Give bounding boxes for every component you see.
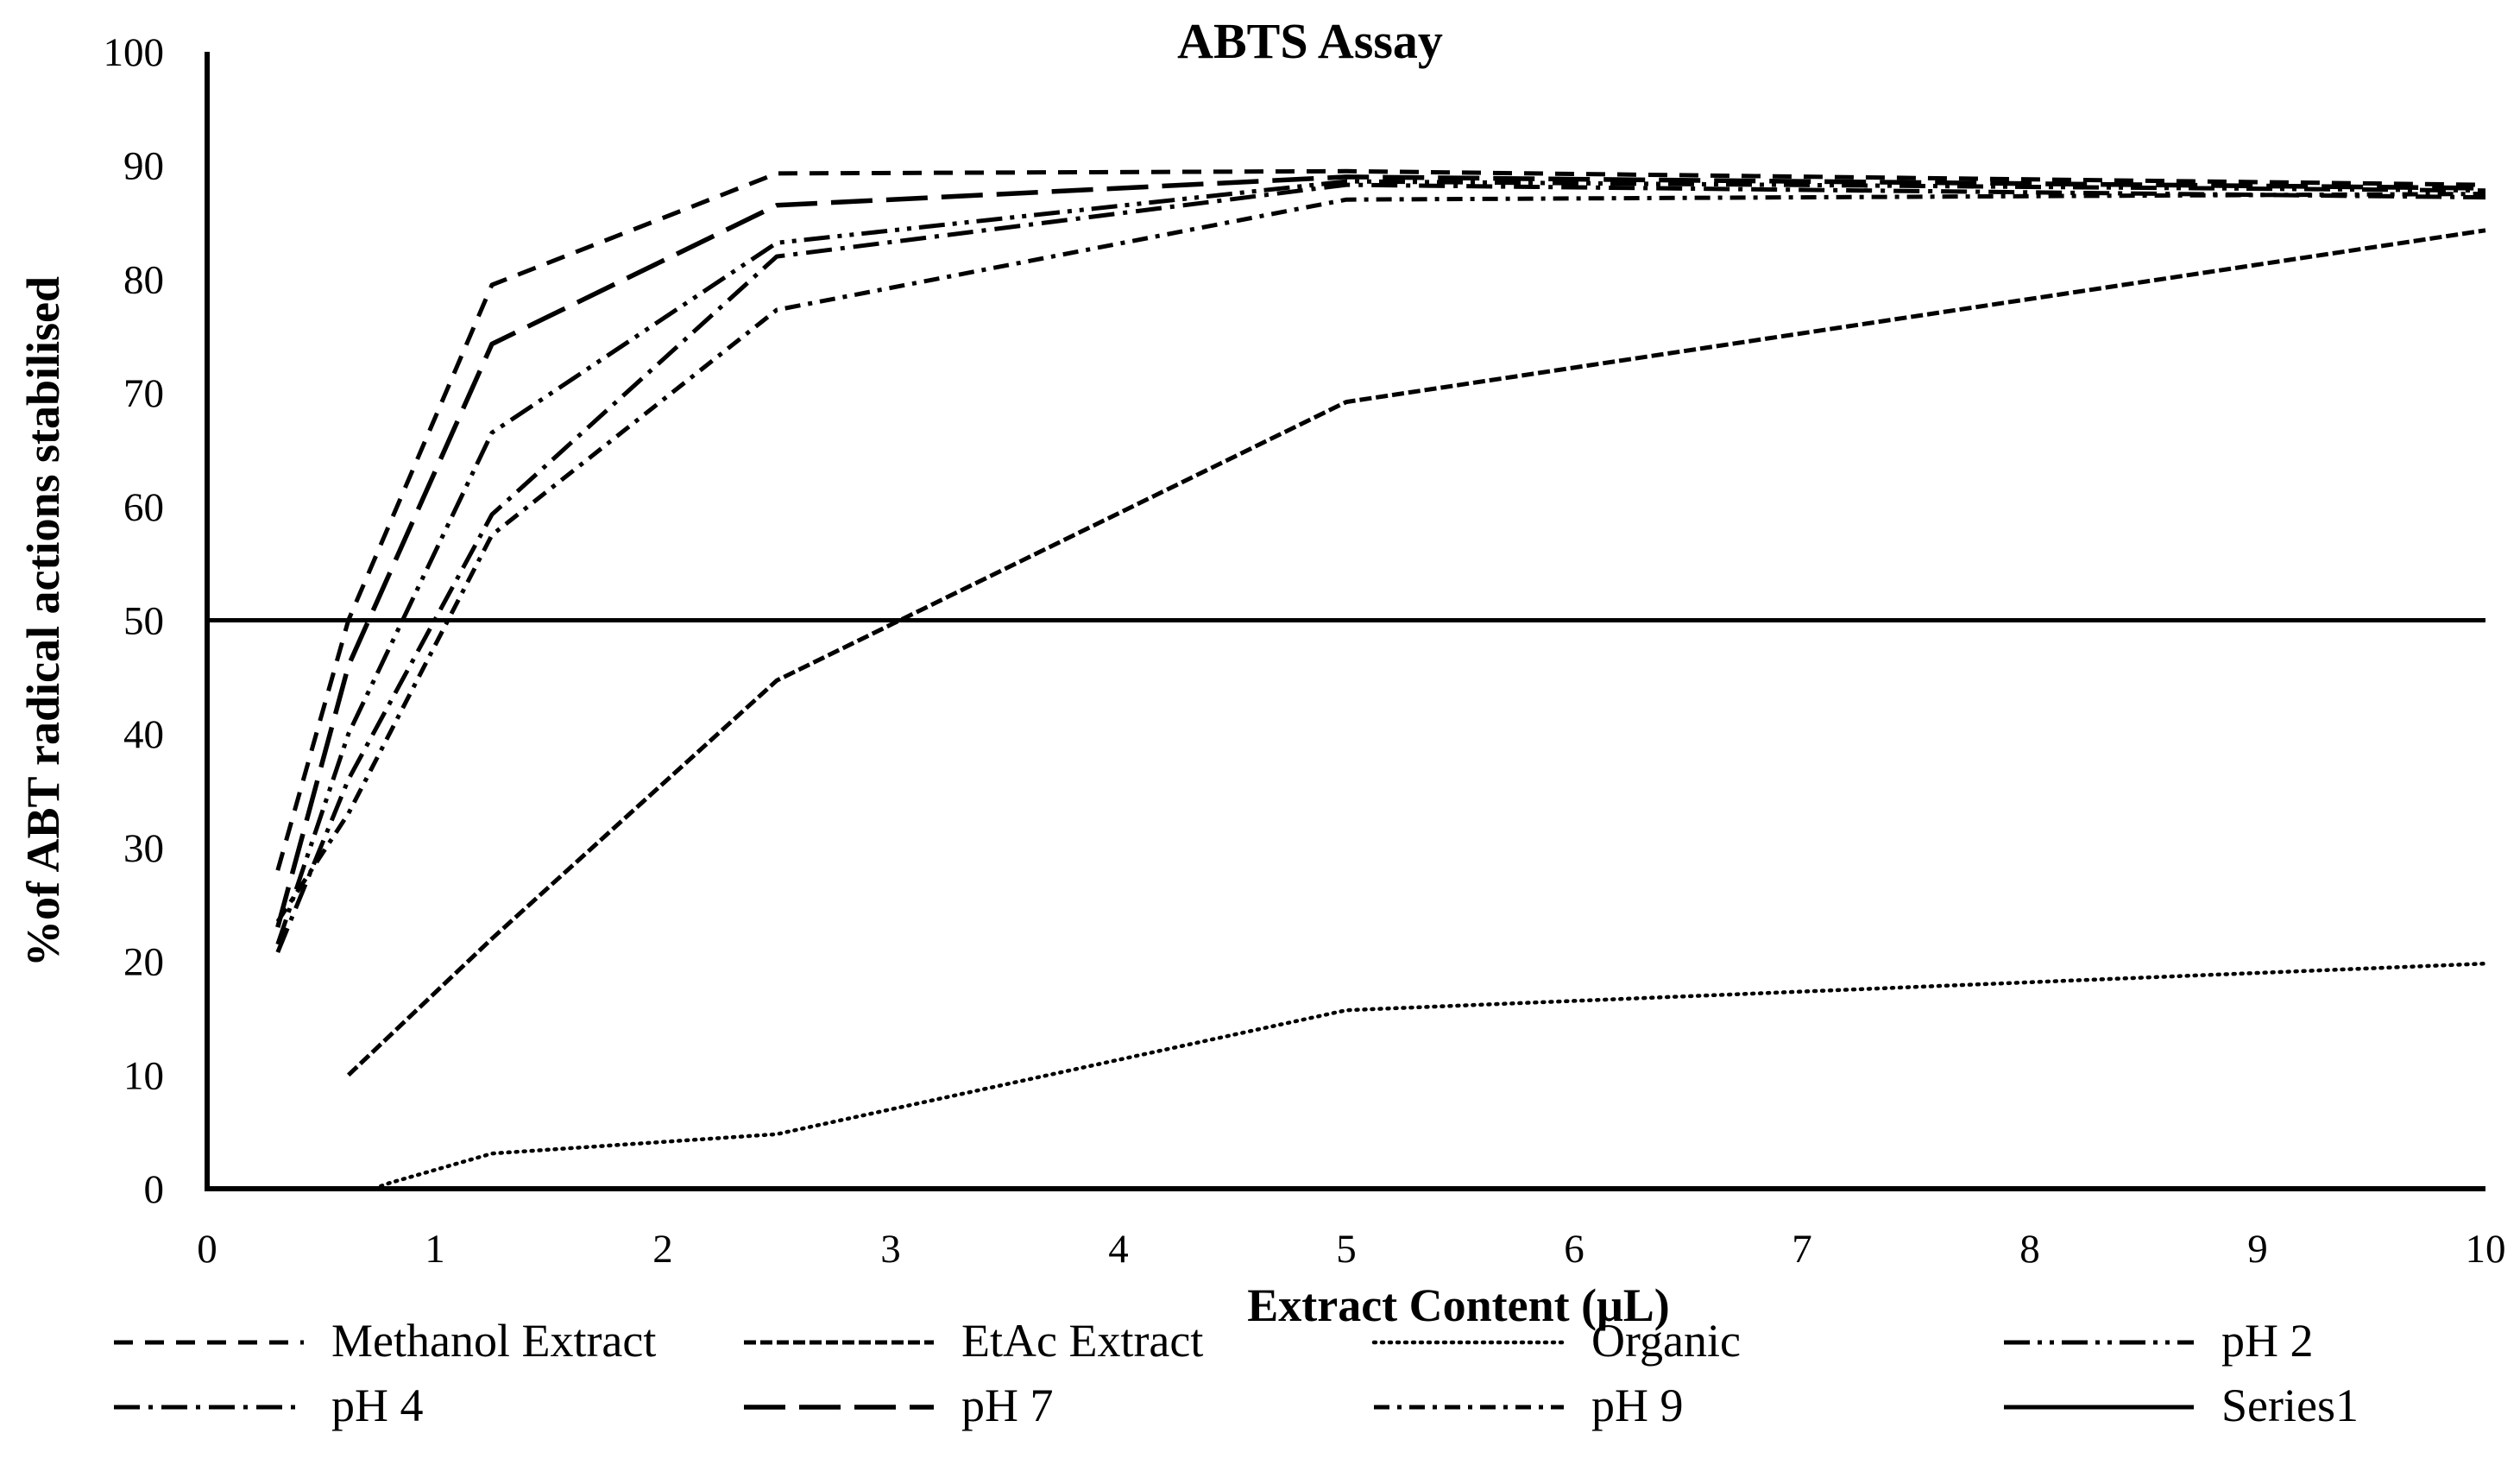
- legend-label: Organic: [1591, 1315, 1741, 1367]
- legend-label: Series1: [2221, 1380, 2359, 1431]
- legend-item-ph-9: pH 9: [1374, 1380, 1684, 1431]
- y-tick-label: 20: [123, 940, 164, 985]
- legend-item-ph-2: pH 2: [2004, 1315, 2314, 1367]
- legend: Methanol Extract EtAc Extract Organic pH 2 p…: [114, 1315, 2359, 1431]
- x-tick-label: 8: [2019, 1227, 2040, 1272]
- series-line-organic: [371, 961, 2488, 1191]
- y-tick-label: 90: [123, 144, 164, 189]
- x-tick-label: 1: [425, 1227, 445, 1272]
- legend-label: pH 9: [1591, 1380, 1684, 1431]
- series-line-ph-4: [275, 182, 2486, 954]
- x-tick-label: 7: [1792, 1227, 1812, 1272]
- y-tick-label: 0: [144, 1167, 165, 1212]
- series-layer: [207, 168, 2488, 1191]
- x-tick-label: 10: [2466, 1227, 2506, 1272]
- y-axis-title: %of ABT radical actions stabilised: [17, 276, 69, 967]
- x-axis-ticks: 0 1 2 3 4 5 6 7 8 9 10: [197, 1227, 2505, 1272]
- x-axis-title: Extract Content (μL): [1247, 1279, 1670, 1331]
- y-tick-label: 40: [123, 712, 164, 757]
- legend-label: EtAc Extract: [961, 1315, 1203, 1367]
- y-tick-label: 50: [123, 599, 164, 644]
- y-tick-label: 10: [123, 1053, 164, 1098]
- y-tick-label: 60: [123, 485, 164, 530]
- legend-label: pH 2: [2221, 1315, 2314, 1367]
- legend-item-organic: Organic: [1371, 1315, 1741, 1367]
- x-tick-label: 9: [2247, 1227, 2268, 1272]
- series-line-ph-2: [275, 179, 2486, 945]
- y-tick-label: 100: [104, 30, 165, 75]
- x-tick-label: 5: [1336, 1227, 1357, 1272]
- x-tick-label: 6: [1564, 1227, 1584, 1272]
- y-axis-ticks: 0 10 20 30 40 50 60 70 80 90 100: [104, 30, 165, 1212]
- legend-item-methanol-extract: Methanol Extract: [114, 1315, 656, 1367]
- series-line-ph-9: [275, 192, 2486, 923]
- legend-item-series1: Series1: [2004, 1380, 2359, 1431]
- legend-item-ph-7: pH 7: [744, 1380, 1054, 1431]
- legend-label: pH 7: [961, 1380, 1054, 1431]
- series-line-methanol-extract: [275, 168, 2486, 871]
- x-tick-label: 0: [197, 1227, 217, 1272]
- y-tick-label: 30: [123, 826, 164, 871]
- legend-item-etac-extract: EtAc Extract: [744, 1315, 1203, 1367]
- series-line-ph-7: [275, 174, 2486, 928]
- legend-label: pH 4: [331, 1380, 424, 1431]
- series-line-etac-extract: [346, 228, 2486, 1077]
- legend-item-ph-4: pH 4: [114, 1380, 424, 1431]
- y-tick-label: 70: [123, 371, 164, 416]
- legend-label: Methanol Extract: [331, 1315, 656, 1367]
- x-tick-label: 4: [1108, 1227, 1129, 1272]
- y-tick-label: 80: [123, 257, 164, 302]
- x-tick-label: 2: [652, 1227, 673, 1272]
- x-tick-label: 3: [880, 1227, 901, 1272]
- chart-title: ABTS Assay: [1177, 13, 1443, 69]
